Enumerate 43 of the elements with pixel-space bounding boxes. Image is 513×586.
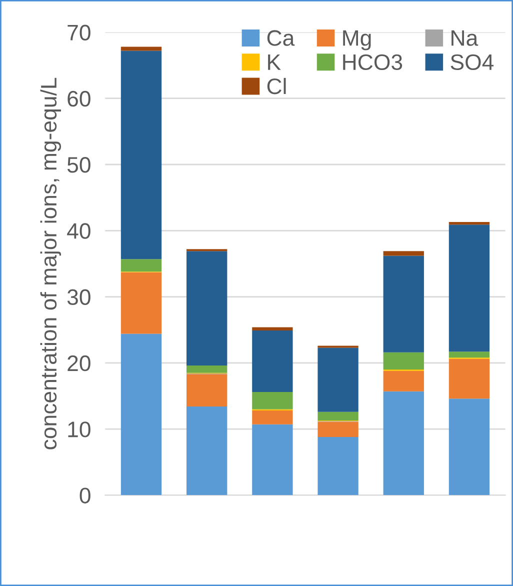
y-tick-label: 60 xyxy=(68,90,90,107)
bar xyxy=(318,412,358,420)
bar xyxy=(120,50,162,260)
bar xyxy=(120,259,162,272)
y-tick-label: 10 xyxy=(68,422,90,438)
bar xyxy=(318,436,358,496)
bar xyxy=(120,272,162,334)
legend-label: Na xyxy=(452,30,478,46)
y-tick-label: 50 xyxy=(67,157,90,173)
bar xyxy=(252,330,293,392)
legend-label: HCO3 xyxy=(343,54,402,70)
y-axis-title: concentration of major ions, mg-equ/L xyxy=(40,78,62,450)
bar xyxy=(120,334,162,496)
bar xyxy=(186,406,228,496)
bar xyxy=(186,374,228,407)
y-tick-label: 20 xyxy=(68,355,90,372)
y-tick-label: 0 xyxy=(80,488,90,504)
y-tick-label: 30 xyxy=(67,289,90,306)
bar xyxy=(383,370,424,392)
legend-label: Cl xyxy=(267,78,286,94)
bar xyxy=(448,222,490,225)
legend-label: Mg xyxy=(343,30,371,50)
bar xyxy=(383,391,424,496)
bar xyxy=(383,256,424,352)
y-tick-label: 40 xyxy=(67,223,90,239)
bar xyxy=(252,392,293,410)
y-tick-label: 70 xyxy=(68,24,90,40)
bar xyxy=(448,352,490,358)
legend-label: Ca xyxy=(267,30,295,46)
bar xyxy=(318,348,358,412)
bar xyxy=(448,358,490,399)
bar xyxy=(383,352,424,370)
bar xyxy=(252,410,293,424)
bar xyxy=(252,424,293,496)
bar xyxy=(186,366,228,373)
bar xyxy=(186,251,228,366)
bar xyxy=(448,224,490,352)
bar xyxy=(448,398,490,496)
bar xyxy=(318,422,358,437)
bar xyxy=(383,251,424,256)
legend-label: SO4 xyxy=(450,54,494,70)
legend-label: K xyxy=(268,54,281,70)
bar xyxy=(252,327,293,330)
